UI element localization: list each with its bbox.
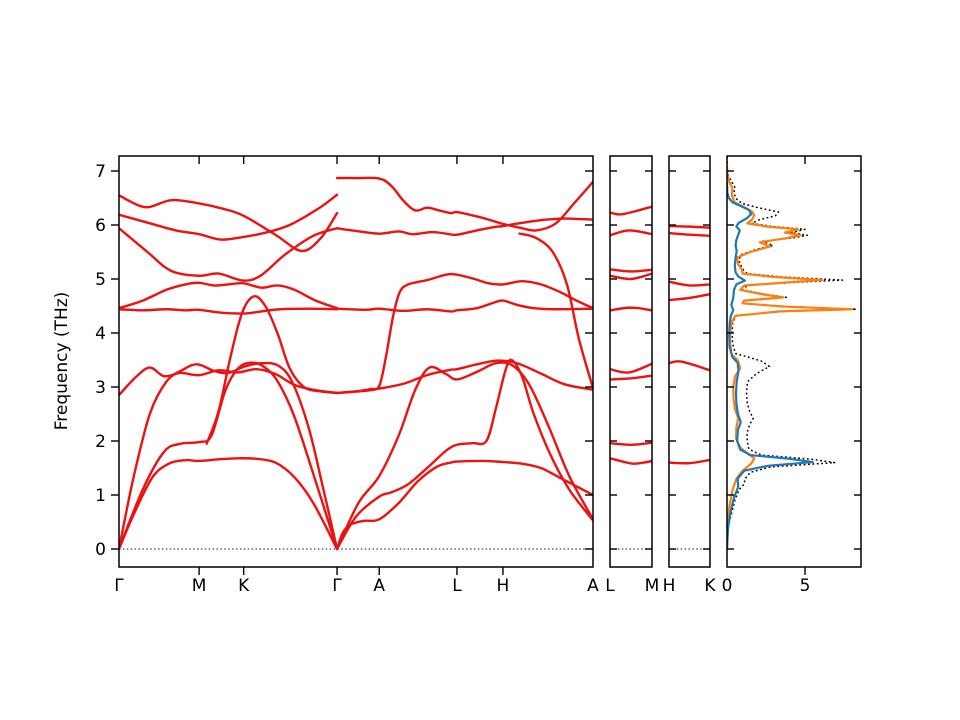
phonon-band (518, 232, 593, 390)
phonon-band-lm (610, 205, 652, 216)
phonon-band (335, 459, 593, 551)
x-station-label: H (497, 576, 510, 596)
phonon-band (335, 176, 593, 232)
phonon-band (119, 281, 339, 310)
hk-right-label: K (704, 576, 716, 596)
phonon-band-lm (610, 362, 652, 374)
phonon-band-lm (610, 457, 652, 465)
lm-panel-frame (609, 155, 653, 568)
y-tick-label: 6 (95, 216, 106, 236)
phonon-band (119, 457, 339, 551)
phonon-band (119, 307, 339, 315)
y-tick-label: 3 (95, 378, 106, 398)
phonon-band-lm (610, 306, 652, 312)
hk-left-label: H (663, 576, 676, 596)
phonon-band (119, 227, 339, 282)
phonon-band (335, 272, 593, 395)
phonon-band-hk (669, 458, 710, 465)
phonon-band (119, 194, 339, 253)
y-tick-label: 2 (95, 432, 106, 452)
x-station-label: Γ (332, 576, 342, 596)
y-tick-label: 1 (95, 486, 106, 506)
phonon-band (119, 361, 339, 551)
phonon-band-lm (610, 374, 652, 381)
total-dos-dotted-curve (727, 156, 858, 550)
phonon-band-hk (669, 292, 710, 302)
main-panel-frame (118, 155, 594, 568)
phonon-band (335, 299, 593, 313)
dos-x-tick-label: 0 (722, 576, 733, 596)
x-station-label: Γ (114, 576, 124, 596)
x-station-label: M (192, 576, 207, 596)
phonon-band (119, 193, 339, 241)
phonon-band-lm (610, 441, 652, 446)
y-tick-label: 5 (95, 270, 106, 290)
y-tick-label: 4 (95, 324, 106, 344)
phonon-band (335, 361, 593, 551)
y-tick-label: 7 (95, 162, 106, 182)
phonon-band-lm (610, 229, 652, 237)
lm-right-label: M (645, 576, 660, 596)
phonon-band-hk (669, 280, 710, 287)
phonon-band-hk (669, 360, 710, 372)
phonon-band (335, 359, 593, 395)
dos-panel-frame (726, 155, 862, 568)
phonon-band-lm (610, 272, 652, 281)
phonon-band (335, 358, 593, 551)
x-station-label: A (373, 576, 385, 596)
lm-left-label: L (605, 576, 615, 596)
phonon-band-hk (669, 231, 710, 237)
partial-dos-blue-curve (727, 181, 814, 550)
phonon-band-hk (669, 224, 710, 229)
hk-panel-frame (668, 155, 711, 568)
phonon-band-lm (610, 268, 652, 273)
phonon-band (119, 366, 339, 397)
y-tick-label: 0 (95, 540, 106, 560)
phonon-band (335, 217, 593, 237)
x-station-label: K (238, 576, 250, 596)
x-station-label: L (452, 576, 462, 596)
x-station-label: A (587, 576, 599, 596)
phonon-band (119, 361, 339, 551)
partial-dos-orange-curve (727, 165, 853, 550)
dos-x-tick-label: 5 (800, 576, 811, 596)
